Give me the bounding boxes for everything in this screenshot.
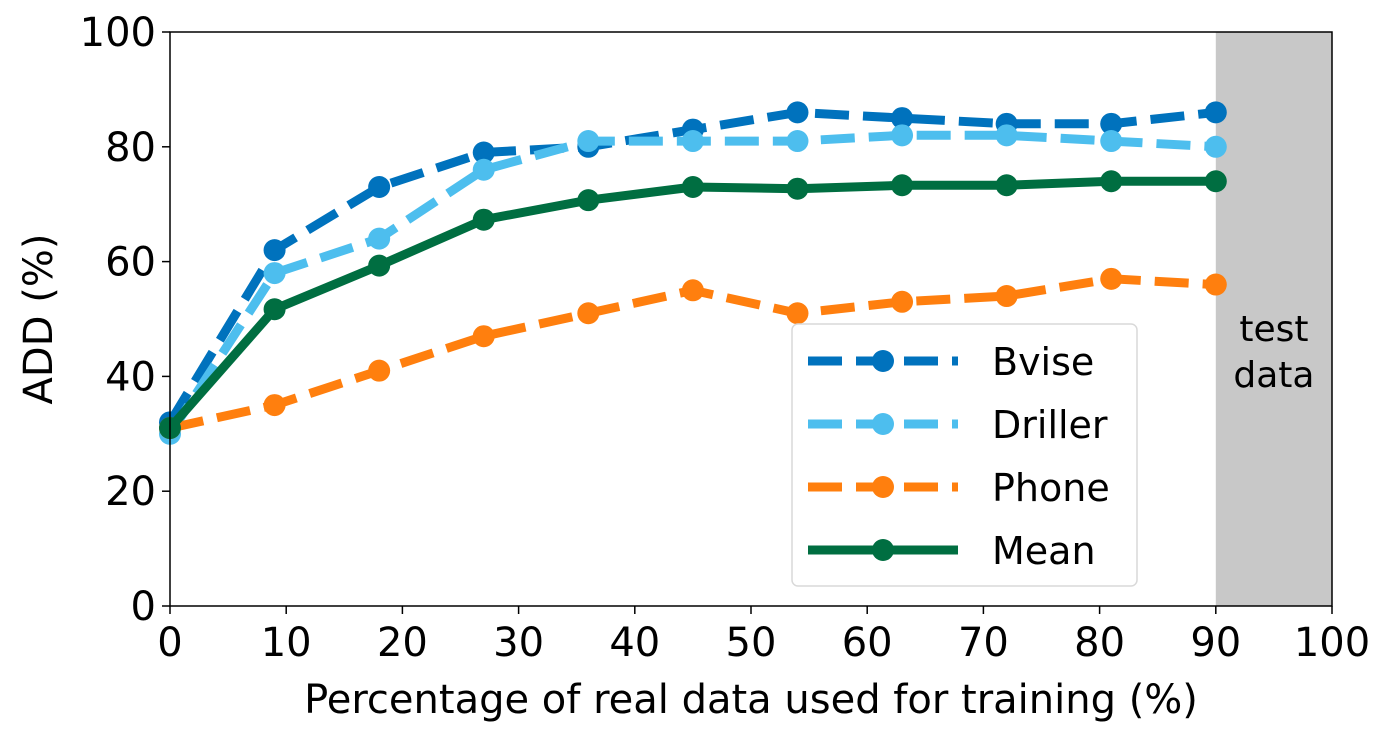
legend-label-mean: Mean: [992, 529, 1096, 573]
data-point-bvise: [786, 101, 809, 124]
x-tick-label: 30: [493, 620, 544, 666]
legend-label-phone: Phone: [992, 466, 1110, 510]
x-tick-label: 10: [261, 620, 312, 666]
legend-label-bvise: Bvise: [992, 340, 1094, 384]
data-point-mean: [681, 175, 704, 198]
y-tick-label: 100: [80, 10, 156, 56]
data-point-bvise: [891, 107, 914, 130]
y-tick-label: 0: [131, 584, 156, 630]
x-tick-label: 80: [1074, 620, 1125, 666]
data-point-bvise: [263, 239, 286, 262]
x-tick-label: 0: [157, 620, 182, 666]
data-point-driller: [577, 130, 600, 153]
data-point-mean: [786, 177, 809, 200]
data-point-mean: [577, 189, 600, 212]
data-point-driller: [368, 227, 391, 250]
legend-marker-driller: [872, 413, 894, 435]
data-point-mean: [472, 208, 495, 231]
data-point-phone: [577, 302, 600, 325]
data-point-phone: [995, 285, 1018, 308]
data-point-driller: [472, 158, 495, 181]
legend-marker-bvise: [872, 350, 894, 372]
data-point-bvise: [472, 141, 495, 164]
x-tick-label: 40: [609, 620, 660, 666]
data-point-phone: [263, 394, 286, 417]
data-point-phone: [368, 359, 391, 382]
data-point-driller: [1100, 130, 1123, 153]
shade-label-line1: test: [1239, 309, 1308, 350]
shaded-region: [1215, 32, 1332, 606]
data-point-mean: [891, 174, 914, 197]
y-tick-label: 80: [105, 125, 156, 171]
data-point-phone: [1204, 273, 1227, 296]
data-point-driller: [1204, 135, 1227, 158]
data-point-mean: [995, 174, 1018, 197]
data-point-mean: [1204, 170, 1227, 193]
data-point-mean: [263, 298, 286, 321]
x-tick-label: 20: [377, 620, 428, 666]
y-axis-label: ADD (%): [16, 234, 62, 405]
ticks-layer: 0 10 20 30 40 50 60 70 80 90 100 0 20 40 60 80 100: [80, 10, 1371, 666]
data-point-mean: [1100, 170, 1123, 193]
x-tick-label: 90: [1190, 620, 1241, 666]
x-axis-label: Percentage of real data used for trainin…: [304, 677, 1198, 723]
legend-label-driller: Driller: [992, 403, 1108, 447]
data-point-phone: [891, 290, 914, 313]
data-point-bvise: [1204, 101, 1227, 124]
data-point-phone: [681, 279, 704, 302]
data-point-bvise: [1100, 112, 1123, 135]
series-phone: [159, 267, 1227, 440]
legend-marker-phone: [872, 476, 894, 498]
legend: Bvise Driller Phone Mean: [791, 323, 1138, 587]
x-tick-label: 50: [726, 620, 777, 666]
y-tick-label: 60: [105, 240, 156, 286]
data-point-driller: [995, 124, 1018, 147]
x-tick-label: 60: [842, 620, 893, 666]
data-point-phone: [1100, 267, 1123, 290]
x-tick-label: 100: [1294, 620, 1370, 666]
data-point-driller: [786, 130, 809, 153]
shade-label-line2: data: [1233, 355, 1314, 396]
data-point-phone: [472, 325, 495, 348]
data-point-phone: [786, 302, 809, 325]
data-point-driller: [681, 130, 704, 153]
x-tick-label: 70: [958, 620, 1009, 666]
data-point-mean: [368, 254, 391, 277]
y-tick-label: 40: [105, 354, 156, 400]
data-point-bvise: [368, 175, 391, 198]
data-point-driller: [891, 124, 914, 147]
y-tick-label: 20: [105, 469, 156, 515]
legend-marker-mean: [872, 539, 894, 561]
data-point-driller: [263, 262, 286, 285]
legend-box: [791, 323, 1138, 587]
